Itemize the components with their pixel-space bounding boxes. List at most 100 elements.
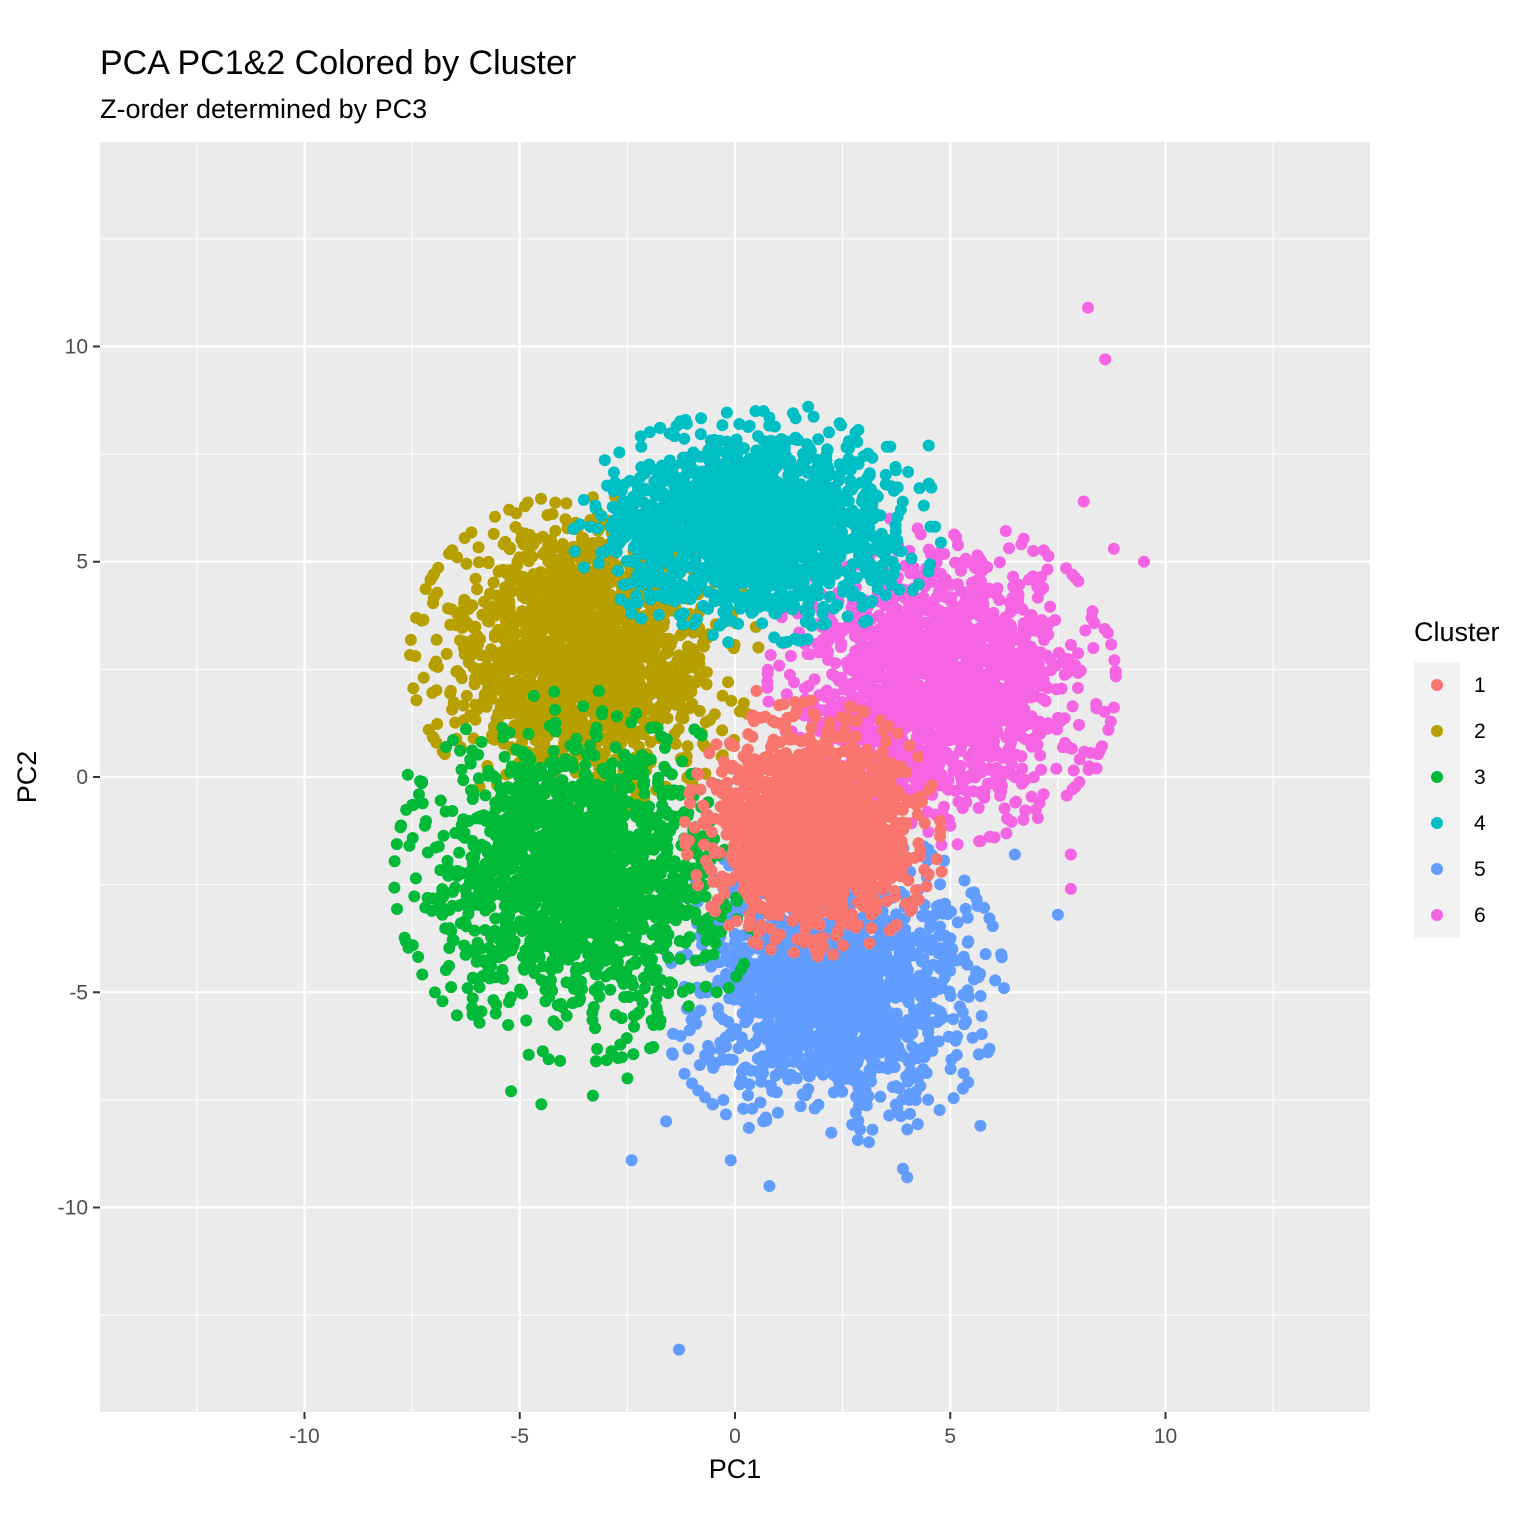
point-cluster-5 <box>930 943 943 956</box>
point-cluster-2 <box>506 693 519 706</box>
point-cluster-2 <box>538 619 551 632</box>
point-cluster-5 <box>742 1121 755 1134</box>
point-cluster-5 <box>862 1136 875 1149</box>
point-cluster-2 <box>472 636 485 649</box>
point-cluster-2 <box>471 583 483 596</box>
point-cluster-2 <box>511 615 524 628</box>
point-cluster-6 <box>914 685 926 698</box>
point-cluster-2 <box>419 583 432 595</box>
point-cluster-5 <box>922 1023 935 1036</box>
point-cluster-5 <box>715 1043 728 1056</box>
point-cluster-5 <box>705 960 717 973</box>
point-cluster-6 <box>904 567 917 580</box>
point-cluster-6 <box>783 668 796 681</box>
point-cluster-5 <box>773 990 786 1003</box>
point-cluster-6 <box>1031 676 1044 689</box>
point-cluster-5 <box>761 984 774 997</box>
point-cluster-6 <box>1015 777 1028 790</box>
point-cluster-6 <box>993 594 1006 606</box>
point-cluster-5 <box>901 1123 914 1136</box>
point-cluster-6 <box>824 630 837 643</box>
point-cluster-2 <box>455 672 468 685</box>
point-cluster-2 <box>497 656 509 669</box>
point-cluster-2 <box>535 492 547 505</box>
point-cluster-5 <box>958 1018 971 1031</box>
point-cluster-2 <box>404 633 417 646</box>
point-cluster-5 <box>796 960 809 973</box>
point-cluster-5 <box>817 1014 830 1027</box>
point-cluster-6 <box>1067 764 1080 777</box>
point-cluster-6 <box>925 604 938 617</box>
point-cluster-5 <box>625 1154 638 1167</box>
point-cluster-5 <box>847 1074 860 1087</box>
point-cluster-5 <box>786 960 799 973</box>
point-cluster-2 <box>565 632 578 645</box>
point-cluster-5 <box>1008 848 1021 861</box>
point-cluster-2 <box>642 688 655 701</box>
point-cluster-6 <box>954 744 967 757</box>
point-cluster-6 <box>998 767 1011 780</box>
point-cluster-5 <box>900 992 913 1005</box>
point-cluster-5 <box>957 988 970 1001</box>
point-cluster-5 <box>660 1115 673 1128</box>
point-cluster-2 <box>549 496 562 509</box>
point-cluster-5 <box>720 1108 732 1121</box>
point-cluster-5 <box>891 974 904 987</box>
point-cluster-5 <box>775 1061 788 1074</box>
point-cluster-5 <box>892 1048 905 1061</box>
point-cluster-2 <box>503 503 516 516</box>
point-cluster-5 <box>694 1004 707 1017</box>
point-cluster-2 <box>533 651 546 664</box>
point-cluster-5 <box>726 1053 739 1066</box>
point-cluster-2 <box>539 548 552 560</box>
point-cluster-6 <box>773 659 786 672</box>
point-cluster-2 <box>552 589 565 601</box>
point-cluster-5 <box>787 974 800 987</box>
point-cluster-6 <box>976 564 989 577</box>
point-cluster-5 <box>944 1063 957 1075</box>
point-cluster-6 <box>1000 827 1013 840</box>
point-cluster-5 <box>769 1042 782 1055</box>
point-cluster-5 <box>841 1055 854 1068</box>
point-cluster-2 <box>752 641 765 654</box>
point-cluster-5 <box>876 1061 889 1074</box>
point-cluster-5 <box>727 954 740 967</box>
point-cluster-6 <box>972 802 985 814</box>
point-cluster-2 <box>541 509 554 522</box>
point-cluster-6 <box>911 522 924 535</box>
point-cluster-2 <box>634 678 647 691</box>
point-cluster-2 <box>593 634 606 647</box>
point-cluster-5 <box>854 1123 866 1136</box>
point-cluster-2 <box>646 677 659 690</box>
point-cluster-5 <box>766 1085 779 1098</box>
point-cluster-5 <box>961 936 974 949</box>
point-cluster-6 <box>951 838 964 851</box>
point-cluster-5 <box>874 1025 887 1038</box>
point-cluster-6 <box>1098 623 1111 635</box>
point-cluster-2 <box>567 650 580 663</box>
point-cluster-6 <box>873 609 886 622</box>
point-cluster-5 <box>825 1126 838 1139</box>
point-cluster-2 <box>636 631 649 644</box>
point-cluster-6 <box>804 648 816 661</box>
point-cluster-6 <box>764 649 777 661</box>
point-cluster-2 <box>407 682 420 695</box>
point-cluster-6 <box>1059 736 1072 749</box>
point-cluster-5 <box>981 1046 994 1059</box>
scatter-points <box>388 301 1150 1356</box>
point-cluster-6 <box>1107 701 1120 714</box>
point-cluster-5 <box>947 1092 960 1105</box>
point-cluster-6 <box>1027 545 1040 557</box>
point-cluster-6 <box>1037 581 1050 594</box>
point-cluster-5 <box>736 1007 749 1020</box>
point-cluster-5 <box>896 1162 909 1175</box>
point-cluster-2 <box>482 557 495 570</box>
point-cluster-2 <box>417 671 430 684</box>
point-cluster-6 <box>1073 718 1085 731</box>
point-cluster-2 <box>568 681 581 694</box>
point-cluster-5 <box>968 886 981 899</box>
point-cluster-5 <box>824 1022 837 1035</box>
point-cluster-2 <box>561 691 573 704</box>
point-cluster-5 <box>978 901 990 914</box>
point-cluster-5 <box>678 1067 691 1080</box>
